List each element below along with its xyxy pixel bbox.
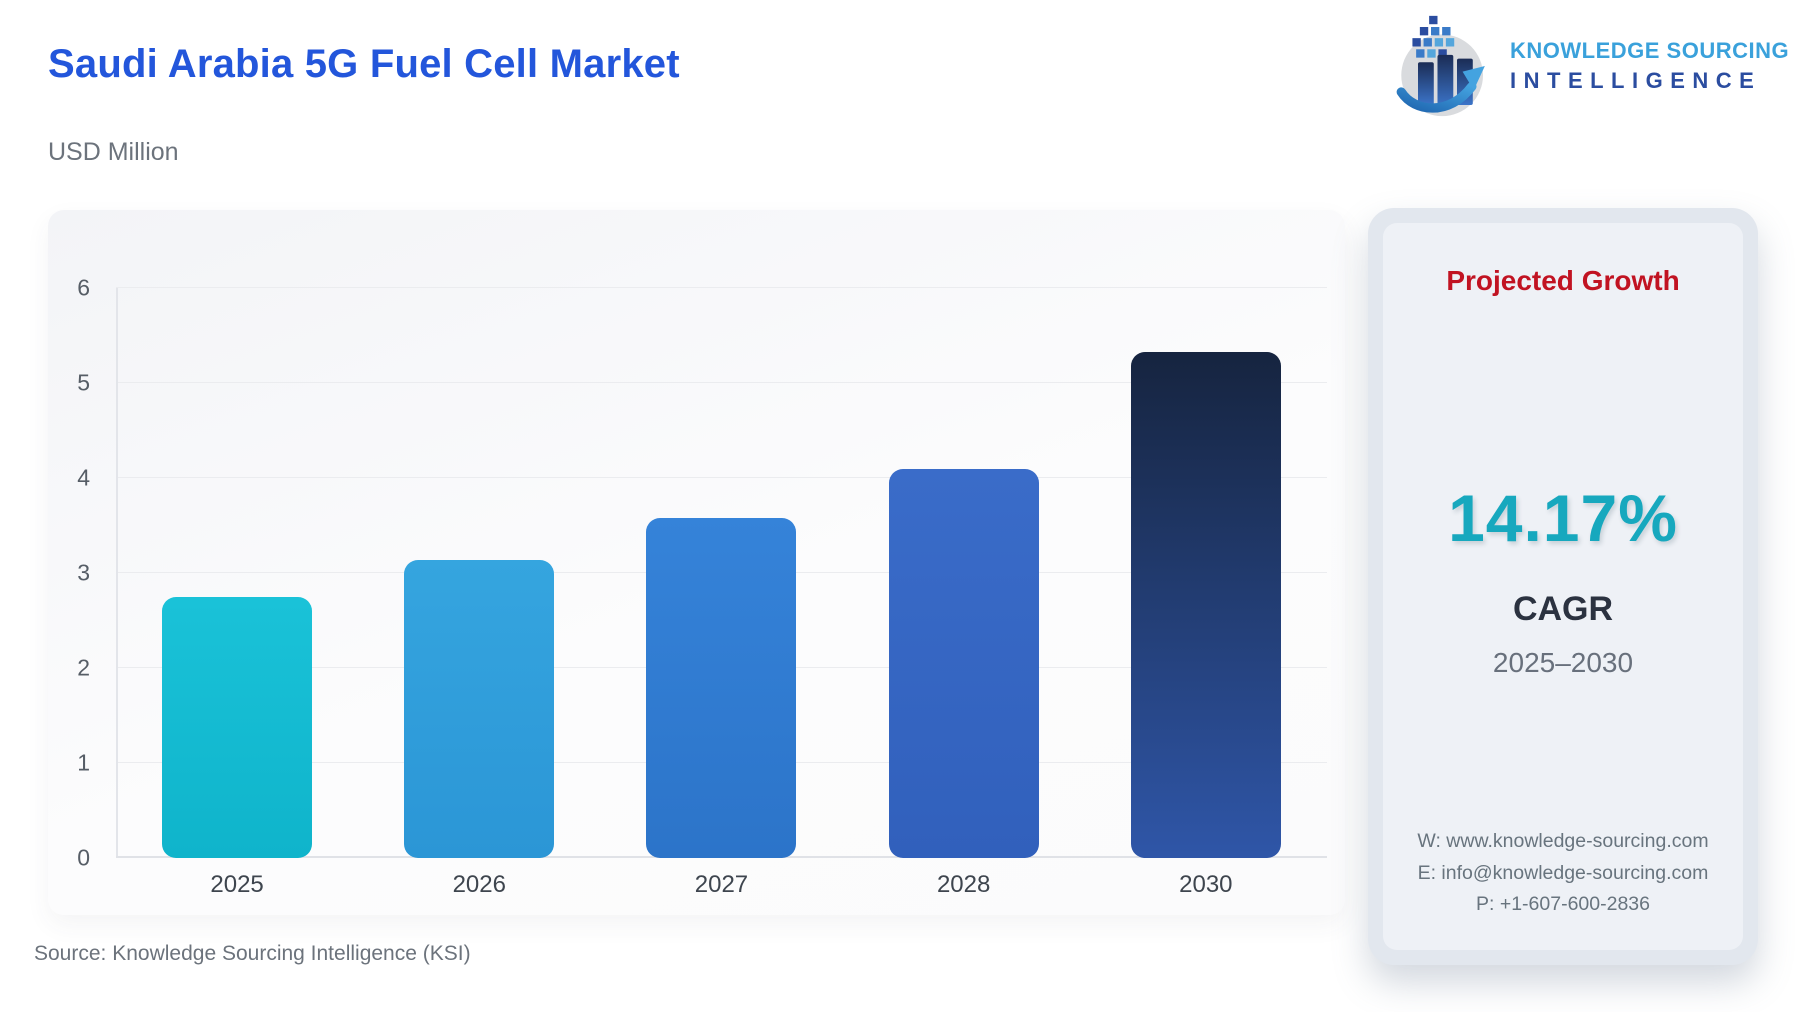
- source-note: Source: Knowledge Sourcing Intelligence …: [34, 942, 471, 965]
- bar-2025[interactable]: [162, 596, 313, 858]
- bar-2026[interactable]: [404, 559, 555, 858]
- x-tick-label: 2025: [210, 871, 264, 898]
- x-tick-label: 2030: [1179, 871, 1233, 898]
- plot-area: [116, 287, 1327, 858]
- contact-website: W: www.knowledge-sourcing.com: [1417, 830, 1709, 853]
- unit-label: USD Million: [48, 138, 179, 166]
- y-tick-label: 6: [77, 274, 90, 301]
- y-tick-label: 3: [77, 559, 90, 586]
- x-tick-label: 2026: [452, 871, 506, 898]
- bar-2027[interactable]: [646, 517, 797, 858]
- y-tick-label: 5: [77, 369, 90, 396]
- cagr-value: 14.17%: [1448, 480, 1678, 555]
- projected-growth-panel: Projected Growth 14.17% CAGR 2025–2030 W…: [1368, 208, 1758, 965]
- cagr-period: 2025–2030: [1492, 646, 1634, 678]
- y-tick-label: 0: [77, 844, 90, 871]
- x-tick-label: 2027: [694, 871, 749, 898]
- y-axis-line: [116, 288, 118, 858]
- page-title: Saudi Arabia 5G Fuel Cell Market: [48, 42, 680, 86]
- contact-block: W: www.knowledge-sourcing.com E: info@kn…: [1417, 826, 1708, 920]
- logo-chart-arrow-icon: [1396, 15, 1485, 117]
- bar-chart: 0 1 2 3 4 5 6 2025 2026 2027 2028 2030: [48, 210, 1345, 915]
- bar-2030[interactable]: [1130, 351, 1281, 858]
- contact-phone: P: +1-607-600-2836: [1475, 892, 1650, 915]
- panel-title: Projected Growth: [1446, 265, 1680, 296]
- bar-2028[interactable]: [888, 468, 1039, 858]
- logo-text-line2: INTELLIGENCE: [1510, 68, 1762, 93]
- company-logo: KNOWLEDGE SOURCING INTELLIGENCE: [1388, 12, 1789, 120]
- contact-email: E: info@knowledge-sourcing.com: [1417, 861, 1709, 884]
- bars-row: [116, 288, 1327, 858]
- gridline: [116, 477, 1327, 478]
- y-axis-labels: 0 1 2 3 4 5 6: [56, 275, 104, 871]
- gridline: [116, 287, 1327, 288]
- y-tick-label: 1: [77, 749, 90, 776]
- projected-growth-panel-inner: Projected Growth 14.17% CAGR 2025–2030 W…: [1383, 223, 1743, 950]
- x-axis-labels: 2025 2026 2027 2028 2030: [116, 871, 1327, 903]
- x-tick-label: 2028: [936, 871, 991, 898]
- y-tick-label: 2: [77, 654, 90, 681]
- gridline: [116, 382, 1327, 383]
- cagr-label: CAGR: [1512, 589, 1614, 628]
- logo-text-line1: KNOWLEDGE SOURCING: [1510, 38, 1790, 63]
- y-tick-label: 4: [77, 464, 90, 491]
